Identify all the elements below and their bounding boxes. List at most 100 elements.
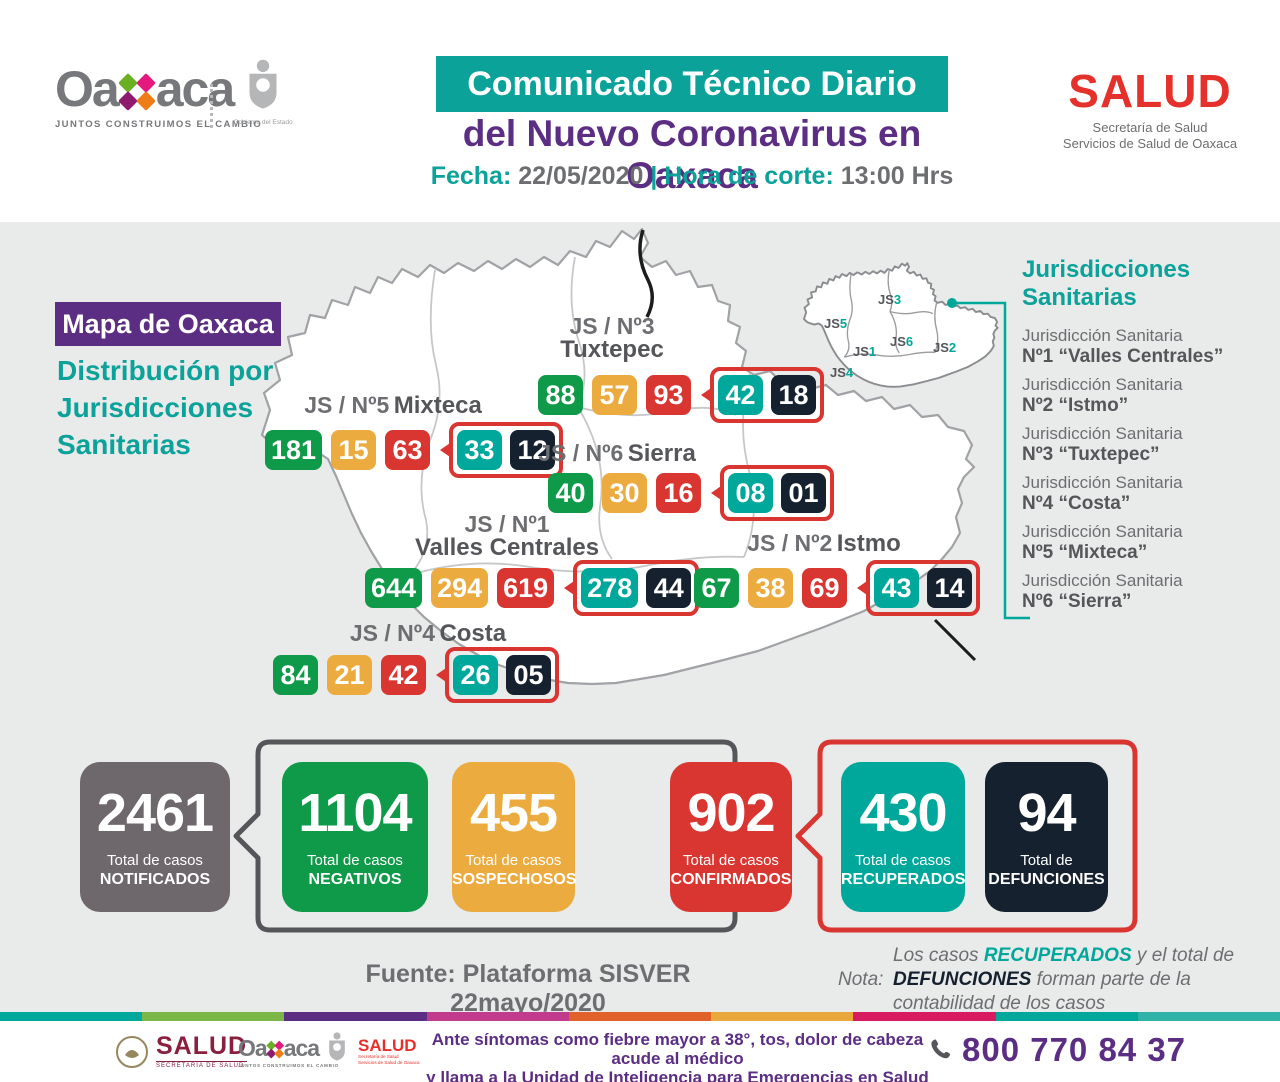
health-advice: Ante síntomas como fiebre mayor a 38°, t…	[426, 1030, 929, 1082]
defunciones-value: 94	[1017, 783, 1076, 843]
source-caption: Fuente: Plataforma SISVER 22mayo/2020	[365, 960, 691, 1017]
oaxaca-x-icon	[266, 1040, 284, 1058]
sierra-defunciones-chip: 01	[781, 473, 826, 513]
sierra-label: JS / Nº6 Sierra	[538, 440, 696, 467]
phone-icon	[931, 1039, 951, 1059]
costa-negativos-chip: 84	[273, 655, 318, 695]
bracket-confirmados-breakdown	[795, 739, 1138, 933]
costa-defunciones-chip: 05	[506, 655, 551, 695]
sierra-recuperados-chip: 08	[728, 473, 773, 513]
istmo-sospechosos-chip: 38	[748, 568, 793, 608]
total-notificados-box: 2461 Total de casos NOTIFICADOS	[80, 762, 230, 912]
istmo-confirmados-chip: 69	[802, 568, 847, 608]
sierra-recovered-deaths-group: 08 01	[720, 465, 834, 521]
recuperados-value: 430	[859, 783, 947, 843]
tuxtepec-label: JS / Nº3 Tuxtepec	[560, 313, 664, 363]
date-line: Fecha: 22/05/2020 | Hora de corte: 13:00…	[396, 162, 988, 191]
negativos-value: 1104	[298, 783, 412, 843]
crest-icon	[249, 59, 277, 109]
federal-crest-icon	[116, 1035, 148, 1068]
salud-wordmark: SALUD	[1068, 65, 1232, 117]
total-defunciones-box: 94 Total de DEFUNCIONES	[985, 762, 1108, 912]
federal-salud-logo: SALUD SECRETARÍA DE SALUD	[115, 1032, 248, 1069]
notificados-value: 2461	[96, 783, 214, 843]
legend-item-js5: Jurisdicción Sanitaria Nº5 “Mixteca”	[1022, 522, 1183, 563]
footer: SALUD SECRETARÍA DE SALUD Oa aca JUNTOS …	[0, 1021, 1280, 1082]
valles-negativos-chip: 644	[365, 568, 423, 608]
tuxtepec-recuperados-chip: 42	[718, 375, 763, 415]
sospechosos-value: 455	[469, 783, 558, 843]
header: Oa aca JUNTOS CONSTRUIMOS EL CAMBIO Gobi…	[0, 0, 1280, 222]
oaxaca-wordmark-right: aca	[155, 61, 235, 117]
salud-logo: SALUD Secretaría de Salud Servicios de S…	[1040, 68, 1260, 152]
footer-oaxaca-tagline: JUNTOS CONSTRUIMOS EL CAMBIO	[238, 1063, 339, 1068]
mixteca-sospechosos-chip: 15	[331, 430, 377, 470]
oaxaca-tagline: JUNTOS CONSTRUIMOS EL CAMBIO	[55, 119, 263, 130]
inset-label-js1: JS1	[853, 344, 877, 359]
tuxtepec-case-chips: 88 57 93 42 18	[538, 367, 824, 423]
mixteca-recuperados-chip: 33	[457, 430, 503, 470]
crest-icon	[329, 1032, 345, 1061]
multicolor-stripe	[0, 1012, 1280, 1021]
total-confirmados-box: 902 Total de casos CONFIRMADOS	[670, 762, 792, 912]
federal-salud-wordmark: SALUD	[156, 1032, 248, 1060]
map-panel: Mapa de Oaxaca Distribución por Jurisdic…	[0, 222, 1280, 1038]
fecha-value: 22/05/2020	[518, 162, 644, 190]
inset-label-js4: JS4	[830, 365, 854, 380]
mixteca-case-chips: 181 15 63 33 12	[265, 422, 564, 478]
subtitle: del Nuevo Coronavirus en Oaxaca	[462, 113, 922, 196]
oaxaca-x-icon	[117, 73, 156, 111]
legend-item-js6: Jurisdicción Sanitaria Nº6 “Sierra”	[1022, 571, 1183, 612]
oaxaca-wordmark: Oa aca	[55, 64, 235, 114]
istmo-recuperados-chip: 43	[874, 568, 919, 608]
sierra-sospechosos-chip: 30	[602, 473, 647, 513]
istmo-negativos-chip: 67	[694, 568, 739, 608]
istmo-defunciones-chip: 14	[927, 568, 972, 608]
mixteca-defunciones-chip: 12	[510, 430, 556, 470]
tuxtepec-negativos-chip: 88	[538, 375, 583, 415]
main-title: Comunicado Técnico Diario	[436, 56, 948, 112]
valles-defunciones-chip: 44	[646, 568, 692, 608]
istmo-case-chips: 67 38 69 43 14	[694, 560, 980, 616]
inset-label-js3: JS3	[878, 292, 902, 307]
inset-label-js2: JS2	[933, 340, 957, 355]
inset-connector-line	[947, 298, 1030, 620]
divider: |	[650, 162, 658, 190]
confirmados-value: 902	[687, 783, 775, 843]
tuxtepec-defunciones-chip: 18	[771, 375, 816, 415]
oaxaca-logo: Oa aca JUNTOS CONSTRUIMOS EL CAMBIO	[55, 64, 263, 130]
totals-brackets	[233, 739, 1138, 933]
tuxtepec-sospechosos-chip: 57	[592, 375, 637, 415]
border-accent-southeast	[933, 618, 977, 662]
mixteca-negativos-chip: 181	[265, 430, 323, 470]
dotted-divider	[210, 84, 213, 128]
mixteca-confirmados-chip: 63	[385, 430, 431, 470]
crest-caption: Gobierno del Estado	[233, 119, 293, 126]
inset-label-js6: JS6	[890, 334, 914, 349]
oaxaca-map	[260, 227, 977, 686]
costa-case-chips: 84 21 42 26 05	[273, 647, 559, 703]
bracket-notificados-breakdown	[233, 739, 738, 933]
map-title: Mapa de Oaxaca	[55, 302, 281, 346]
mixteca-label: JS / Nº5 Mixteca	[304, 392, 482, 419]
map-subtitle: Distribución por Jurisdicciones Sanitari…	[57, 355, 274, 460]
legend-title: Jurisdicciones Sanitarias	[1022, 256, 1191, 311]
sierra-case-chips: 40 30 16 08 01	[548, 465, 834, 521]
state-crest: Gobierno del Estado	[226, 58, 300, 126]
footer-oaxaca-logo: Oa aca JUNTOS CONSTRUIMOS EL CAMBIO	[238, 1035, 339, 1069]
tuxtepec-recovered-deaths-group: 42 18	[710, 367, 824, 423]
total-sospechosos-box: 455 Total de casos SOSPECHOSOS	[452, 762, 576, 912]
tuxtepec-confirmados-chip: 93	[646, 375, 691, 415]
sierra-negativos-chip: 40	[548, 473, 593, 513]
salud-subtitle: Secretaría de Salud Servicios de Salud d…	[1062, 120, 1238, 151]
legend-item-js2: Jurisdicción Sanitaria Nº2 “Istmo”	[1022, 375, 1183, 416]
hora-value: 13:00 Hrs	[840, 162, 954, 190]
istmo-recovered-deaths-group: 43 14	[866, 560, 980, 616]
valles-sospechosos-chip: 294	[431, 568, 489, 608]
fecha-label: Fecha:	[430, 162, 512, 190]
legend-item-js1: Jurisdicción Sanitaria Nº1 “Valles Centra…	[1022, 326, 1224, 367]
phone-number: 800 770 84 37	[962, 1031, 1187, 1068]
valles-recovered-deaths-group: 278 44	[573, 560, 700, 616]
jurisdictions-legend: Jurisdicciones Sanitarias Jurisdicción Sa…	[1022, 256, 1262, 620]
